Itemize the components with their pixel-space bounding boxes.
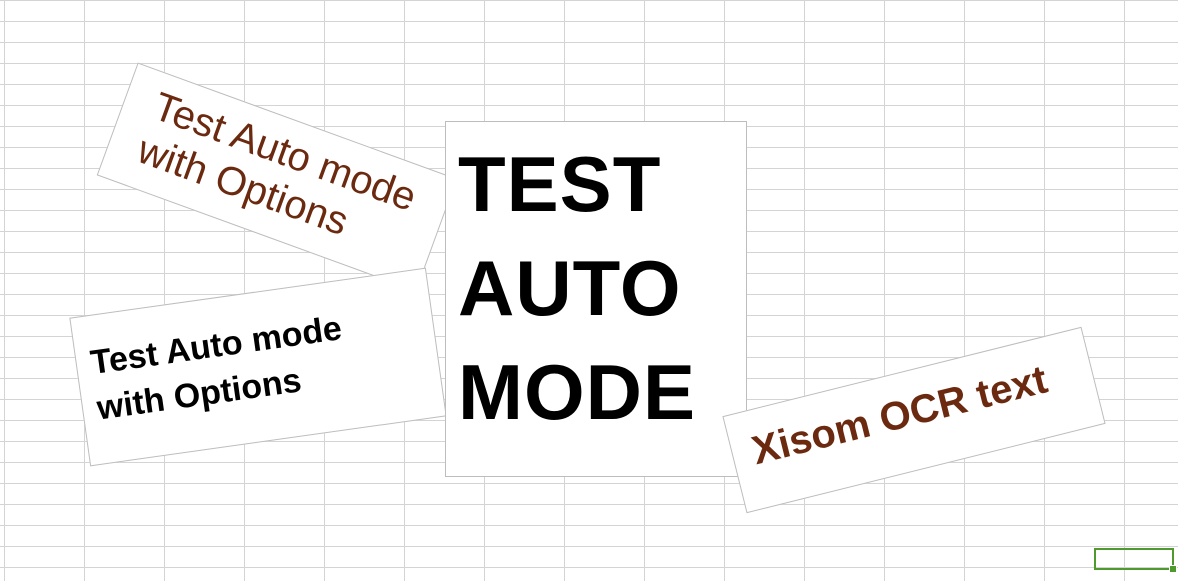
text-line: TEST <box>458 140 662 228</box>
text-box-large-center[interactable]: TEST AUTO MODE <box>445 121 747 477</box>
text-line: AUTO <box>458 244 682 332</box>
active-cell-selector[interactable] <box>1094 548 1177 573</box>
text-box-content: Test Auto mode with Options <box>88 305 351 431</box>
text-line: MODE <box>458 348 696 436</box>
fill-handle[interactable] <box>1169 565 1177 573</box>
text-box-content: TEST AUTO MODE <box>458 132 696 444</box>
